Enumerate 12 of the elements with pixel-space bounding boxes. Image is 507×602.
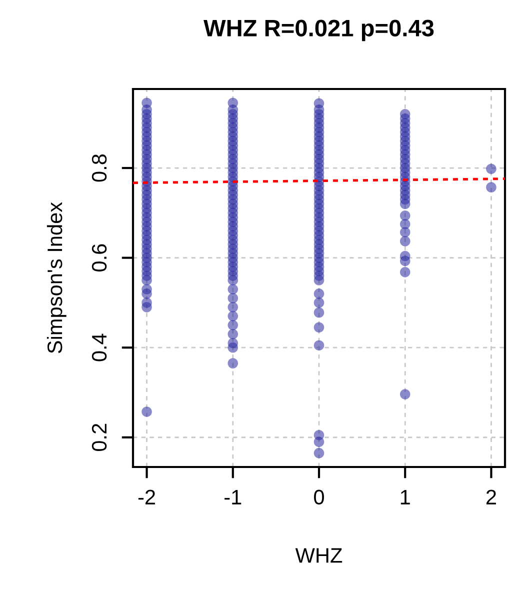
x-tick-label: -1 <box>224 490 242 504</box>
x-axis-title: WHZ <box>295 548 342 563</box>
x-tick-label: 2 <box>486 490 496 504</box>
y-tick-label: 0.4 <box>92 334 107 362</box>
chart-title: WHZ R=0.021 p=0.43 <box>204 20 434 42</box>
x-tick-label: 1 <box>400 490 410 504</box>
y-tick-label: 0.8 <box>92 154 107 182</box>
y-tick-label: 0.2 <box>92 424 107 452</box>
y-axis-title: Simpson's Index <box>46 202 66 354</box>
x-tick-label: -2 <box>138 490 155 504</box>
y-tick-label: 0.6 <box>92 244 107 272</box>
x-tick-label: 0 <box>314 490 324 505</box>
